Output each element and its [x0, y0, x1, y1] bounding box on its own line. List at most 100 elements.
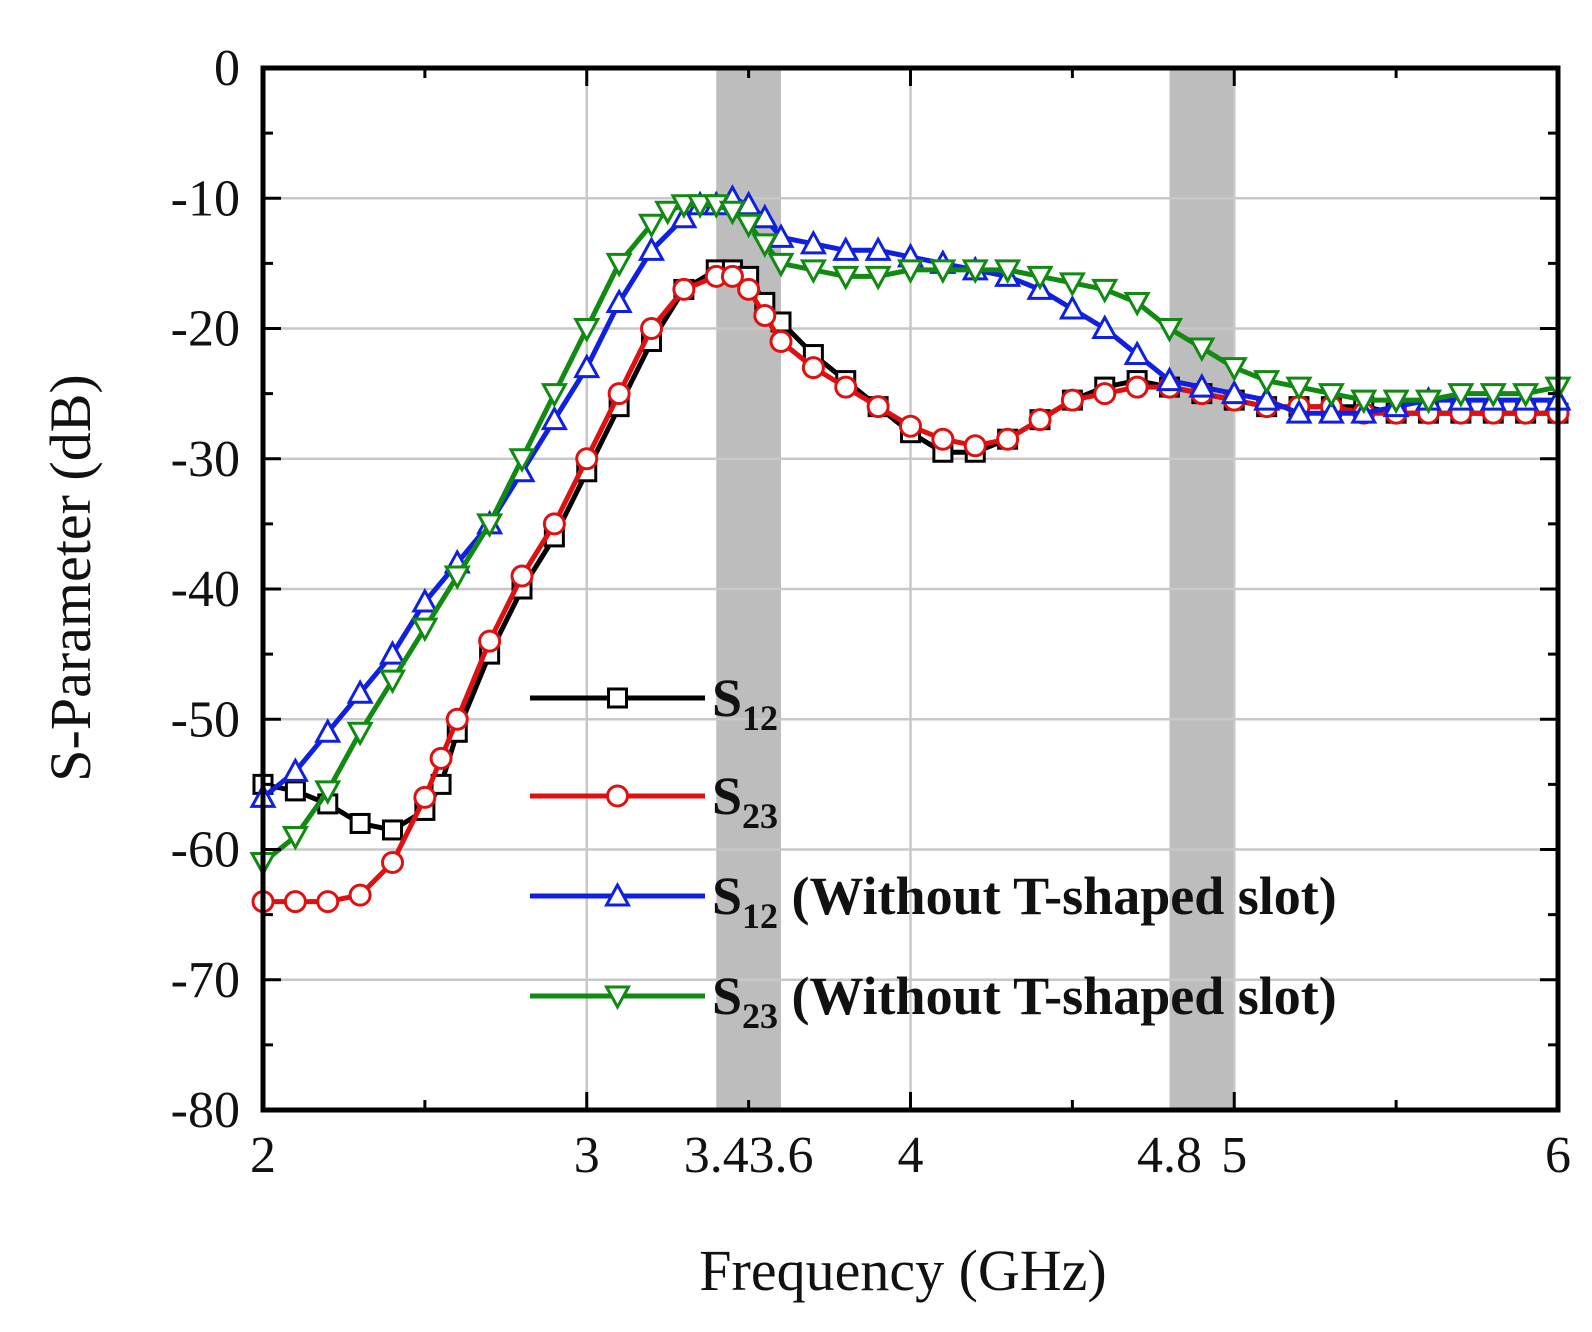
data-point — [735, 213, 763, 239]
x-tick-label: 3.6 — [749, 1127, 814, 1184]
data-point — [718, 200, 746, 226]
data-point — [348, 883, 372, 907]
data-point — [1414, 389, 1443, 415]
data-point — [672, 277, 696, 301]
data-point — [769, 330, 793, 354]
data-point — [1220, 357, 1248, 382]
y-tick-label: -80 — [171, 1082, 240, 1139]
axis-ticks — [261, 66, 1560, 1112]
x-tick-label: 3 — [574, 1127, 600, 1184]
x-tick-label: 5 — [1221, 1127, 1247, 1184]
data-point — [1058, 272, 1086, 298]
legend-label: S23 — [712, 766, 778, 836]
data-point — [896, 259, 925, 285]
data-point — [542, 512, 566, 536]
series-4 — [249, 194, 1572, 877]
data-point — [573, 318, 601, 343]
x-tick-label: 2 — [250, 1127, 276, 1184]
data-point — [605, 288, 633, 313]
data-point — [1317, 399, 1345, 424]
data-point — [1091, 278, 1119, 304]
x-tick-labels: 2 3 3.4 3.6 4 4.8 5 6 — [250, 1127, 1571, 1184]
y-axis-title: S-Parameter (dB) — [38, 374, 103, 781]
legend-label: S23 (Without T-shaped slot) — [712, 966, 1337, 1036]
data-point — [1123, 291, 1151, 317]
legend-item-3: S12 (Without T-shaped slot) — [530, 866, 1337, 936]
data-point — [314, 718, 342, 743]
data-point — [751, 233, 779, 258]
x-axis-title: Frequency (GHz) — [699, 1238, 1106, 1303]
y-tick-label: -50 — [171, 691, 240, 748]
x-tick-label: 3.4 — [684, 1127, 749, 1184]
data-point — [284, 780, 306, 802]
data-point — [994, 259, 1022, 285]
data-point — [429, 746, 453, 770]
y-tick-label: -40 — [171, 561, 240, 618]
data-point — [540, 383, 568, 408]
data-point — [1123, 340, 1151, 366]
data-point — [963, 434, 987, 458]
data-point — [607, 382, 631, 406]
data-point — [445, 707, 469, 731]
data-point — [508, 448, 536, 473]
y-tick-labels: 0 -10 -20 -30 -40 -50 -60 -70 -80 — [171, 40, 240, 1139]
data-point — [1317, 383, 1345, 408]
legend-label: S12 (Without T-shaped slot) — [712, 866, 1337, 936]
data-point — [753, 303, 777, 327]
data-point — [540, 405, 568, 431]
data-point — [799, 229, 827, 255]
data-point — [640, 317, 663, 340]
data-point — [637, 236, 666, 261]
data-point — [864, 236, 892, 261]
data-point — [1447, 383, 1475, 408]
legend-marker — [603, 881, 632, 907]
data-point — [1188, 337, 1216, 363]
data-point — [899, 414, 922, 438]
data-point — [670, 194, 698, 219]
y-tick-label: -30 — [171, 431, 240, 488]
data-point — [866, 395, 890, 419]
data-point — [1155, 318, 1184, 343]
data-point — [929, 259, 957, 285]
data-point — [443, 565, 471, 591]
data-point — [605, 252, 633, 278]
data-point — [413, 785, 437, 809]
data-point — [382, 819, 403, 841]
data-point — [378, 640, 407, 665]
data-point — [864, 265, 892, 291]
data-point — [316, 890, 340, 914]
legend-marker — [607, 687, 628, 709]
data-point — [1253, 370, 1281, 395]
data-point — [1285, 376, 1313, 402]
legend-item-1: S12 — [530, 668, 778, 738]
data-point — [996, 427, 1020, 451]
y-tick-label: -10 — [171, 170, 240, 227]
data-point — [1093, 382, 1117, 406]
data-point — [799, 259, 827, 285]
data-point — [411, 617, 439, 643]
data-point — [832, 236, 860, 261]
data-point — [1253, 386, 1281, 411]
data-point — [346, 679, 374, 704]
data-point — [478, 629, 502, 653]
data-point — [767, 252, 795, 278]
data-point — [1382, 389, 1410, 415]
data-point — [1285, 399, 1313, 424]
data-point — [834, 375, 858, 399]
data-point — [1026, 265, 1054, 291]
data-point — [654, 200, 682, 226]
legend-marker — [606, 784, 629, 808]
data-point — [1091, 314, 1119, 339]
x-tick-label: 4.8 — [1137, 1127, 1202, 1184]
data-point — [510, 564, 534, 588]
data-point — [575, 447, 599, 471]
data-point — [1188, 372, 1216, 398]
legend-item-2: S23 — [530, 766, 778, 836]
data-point — [283, 890, 307, 914]
data-point — [314, 780, 342, 806]
data-point — [1125, 375, 1149, 399]
x-tick-label: 6 — [1545, 1127, 1571, 1184]
data-point — [1155, 366, 1184, 392]
y-tick-label: -60 — [171, 822, 240, 879]
